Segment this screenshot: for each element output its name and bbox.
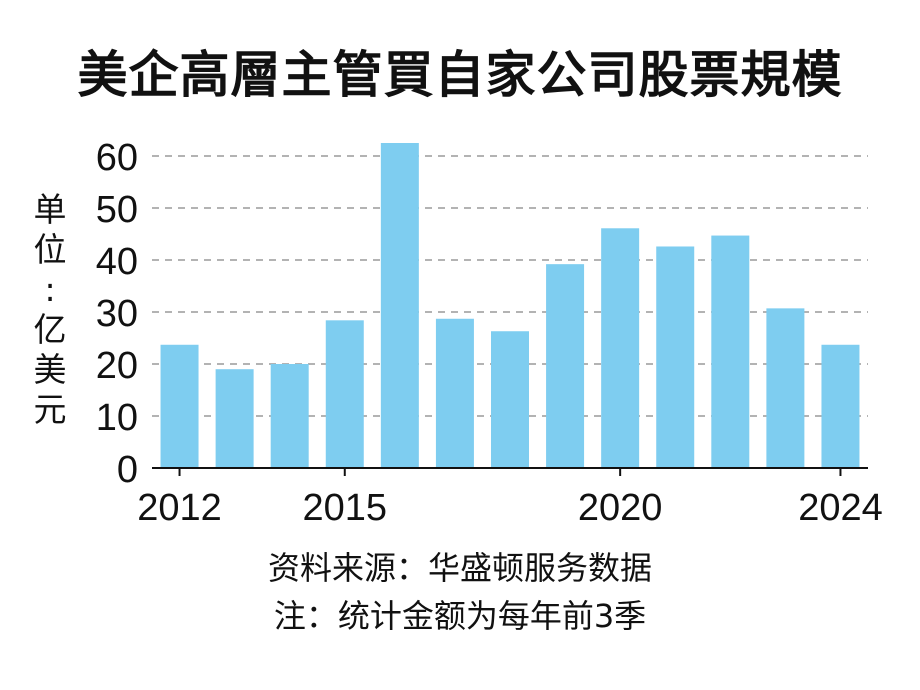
bar-2020 (601, 228, 640, 468)
y-axis-unit-label: 单位:亿美元 (30, 190, 70, 430)
unit-label-char: : (44, 270, 56, 309)
y-tick-label: 60 (96, 137, 138, 179)
bars (160, 143, 860, 468)
y-tick-label: 50 (96, 189, 138, 231)
unit-label-char: 元 (33, 390, 67, 429)
bar-2021 (656, 246, 695, 468)
unit-label-char: 美 (33, 350, 67, 389)
axes: 0 10 20 30 40 50 60 2012 2015 2020 2024 (96, 137, 883, 529)
footnote: 注：统计金额为每年前3季 (273, 597, 647, 635)
bar-2019 (546, 264, 585, 468)
y-tick-label: 40 (96, 241, 138, 283)
bar-2015 (325, 320, 364, 468)
y-tick-label: 30 (96, 293, 138, 335)
bar-2012 (160, 344, 199, 468)
bar-2023 (766, 308, 805, 468)
bar-2017 (435, 318, 474, 468)
chart-title: 美企高層主管買自家公司股票規模 (77, 46, 843, 104)
bar-2022 (711, 235, 750, 468)
bar-2014 (270, 364, 309, 468)
y-tick-label: 10 (96, 397, 138, 439)
bar-2013 (215, 369, 254, 468)
y-tick-label: 0 (117, 449, 138, 491)
x-tick-label: 2024 (798, 487, 883, 529)
bar-chart: 0 10 20 30 40 50 60 2012 2015 2020 2024 (96, 137, 883, 529)
x-tick-label: 2020 (578, 487, 663, 529)
y-tick-label: 20 (96, 345, 138, 387)
x-tick-label: 2012 (137, 487, 222, 529)
bar-2024 (821, 344, 860, 468)
unit-label-char: 单 (33, 190, 67, 229)
unit-label-char: 位 (33, 230, 67, 269)
x-tick-label: 2015 (302, 487, 387, 529)
bar-2018 (491, 331, 529, 468)
bar-2016 (380, 143, 419, 468)
unit-label-char: 亿 (33, 310, 67, 349)
source-note: 资料来源：华盛顿服务数据 (267, 549, 652, 587)
